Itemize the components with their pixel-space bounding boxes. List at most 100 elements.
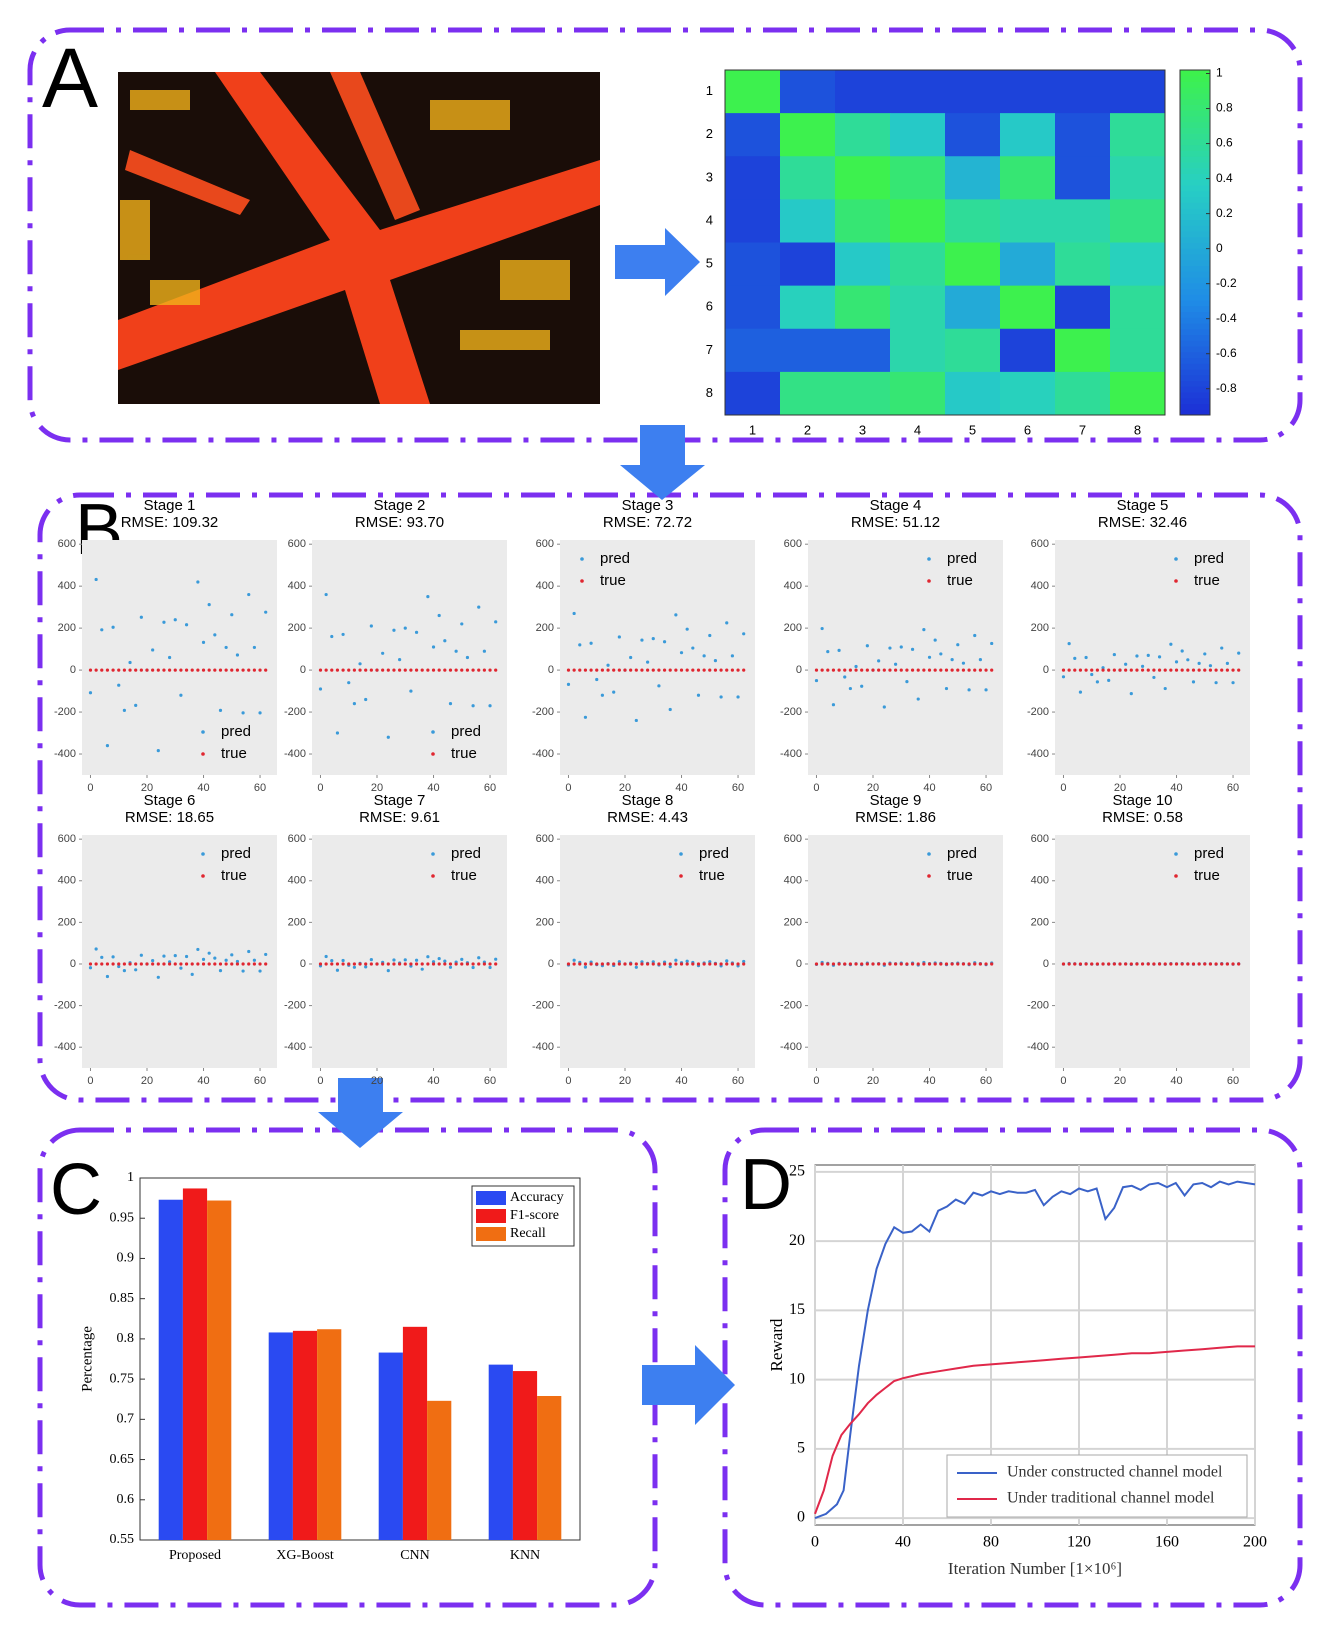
- point: [1084, 668, 1088, 672]
- heatmap-cell: [890, 113, 946, 157]
- point: [145, 962, 149, 966]
- legend-label: pred: [947, 550, 977, 567]
- point: [730, 654, 734, 658]
- bar: [182, 1188, 208, 1540]
- colorbar-segment: [1180, 409, 1210, 416]
- point: [685, 962, 689, 966]
- point: [494, 962, 498, 966]
- chart-subtitle: RMSE: 32.46: [1098, 514, 1187, 531]
- point: [122, 962, 126, 966]
- point: [247, 962, 251, 966]
- point: [471, 704, 475, 708]
- point: [488, 962, 492, 966]
- x-tick-label: 60: [1227, 1075, 1239, 1087]
- colorbar-segment: [1180, 242, 1210, 249]
- point: [1073, 656, 1077, 660]
- legend-label: true: [1194, 867, 1220, 884]
- point: [583, 962, 588, 966]
- point: [566, 682, 571, 686]
- legend-box: [1162, 546, 1242, 594]
- point: [151, 962, 155, 966]
- y-tick-label: -400: [532, 748, 554, 760]
- y-tick-label: -200: [284, 999, 306, 1011]
- point: [1061, 962, 1066, 966]
- y-tick-label: 8: [706, 385, 713, 400]
- point: [318, 668, 323, 672]
- point: [381, 651, 385, 655]
- y-tick-label: 0.55: [110, 1532, 135, 1547]
- point: [634, 962, 638, 966]
- y-tick-label: 600: [536, 538, 554, 550]
- y-tick-label: 600: [288, 833, 306, 845]
- point: [708, 962, 712, 966]
- x-tick-label: 0: [811, 1534, 819, 1551]
- point: [595, 962, 599, 966]
- x-tick-label: 160: [1155, 1534, 1179, 1551]
- point: [578, 643, 582, 647]
- point: [375, 668, 379, 672]
- point: [826, 962, 830, 966]
- point: [477, 956, 481, 960]
- colorbar-segment: [1180, 190, 1210, 197]
- point: [1078, 962, 1083, 966]
- x-tick-label: 60: [484, 782, 496, 794]
- y-tick-label: 5: [706, 256, 713, 271]
- x-tick-label: 4: [914, 422, 921, 437]
- point: [657, 962, 661, 966]
- point: [1124, 662, 1128, 666]
- point: [381, 962, 385, 966]
- point: [111, 955, 115, 959]
- point: [725, 962, 729, 966]
- legend-label: true: [221, 867, 247, 884]
- point: [1146, 668, 1150, 672]
- point: [117, 962, 121, 966]
- legend-box: [568, 546, 648, 594]
- heatmap-cell: [1110, 371, 1166, 416]
- colorbar-segment: [1180, 219, 1210, 226]
- point: [606, 668, 610, 672]
- point: [1208, 668, 1213, 672]
- x-tick-label: 40: [675, 1075, 687, 1087]
- heatmap-cell: [780, 328, 836, 373]
- heatmap-cell: [1000, 70, 1056, 114]
- legend-label: true: [221, 745, 247, 762]
- point: [218, 668, 223, 672]
- legend-label: true: [699, 867, 725, 884]
- point: [207, 668, 211, 672]
- legend-marker: [1174, 557, 1178, 561]
- point: [691, 646, 695, 650]
- point: [674, 613, 678, 617]
- point: [1124, 962, 1128, 966]
- point: [465, 655, 470, 660]
- point: [134, 968, 138, 972]
- point: [572, 611, 576, 616]
- point: [600, 693, 604, 697]
- point: [426, 955, 430, 959]
- arrow: [615, 228, 700, 296]
- y-tick-label: 2: [706, 126, 713, 141]
- heatmap-cell: [945, 285, 1001, 330]
- point: [1220, 668, 1224, 672]
- arrow: [318, 1078, 403, 1148]
- point: [679, 962, 684, 966]
- heatmap-cell: [1000, 156, 1056, 200]
- point: [162, 620, 166, 624]
- heatmap-cell: [725, 113, 781, 157]
- colorbar-segment: [1180, 317, 1210, 324]
- y-tick-label: -400: [284, 1041, 306, 1053]
- point: [437, 613, 441, 618]
- point: [213, 668, 217, 672]
- chart-title: Stage 8: [622, 792, 674, 809]
- point: [134, 703, 138, 707]
- point: [1129, 962, 1133, 966]
- point: [1112, 652, 1116, 657]
- colorbar-segment: [1180, 254, 1210, 261]
- point: [742, 959, 746, 964]
- point: [403, 962, 407, 966]
- bar: [378, 1352, 403, 1540]
- heatmap-cell: [890, 371, 946, 416]
- point: [156, 749, 160, 753]
- point: [201, 640, 206, 644]
- y-tick-label: 0.85: [110, 1291, 135, 1306]
- legend-box: [419, 719, 499, 767]
